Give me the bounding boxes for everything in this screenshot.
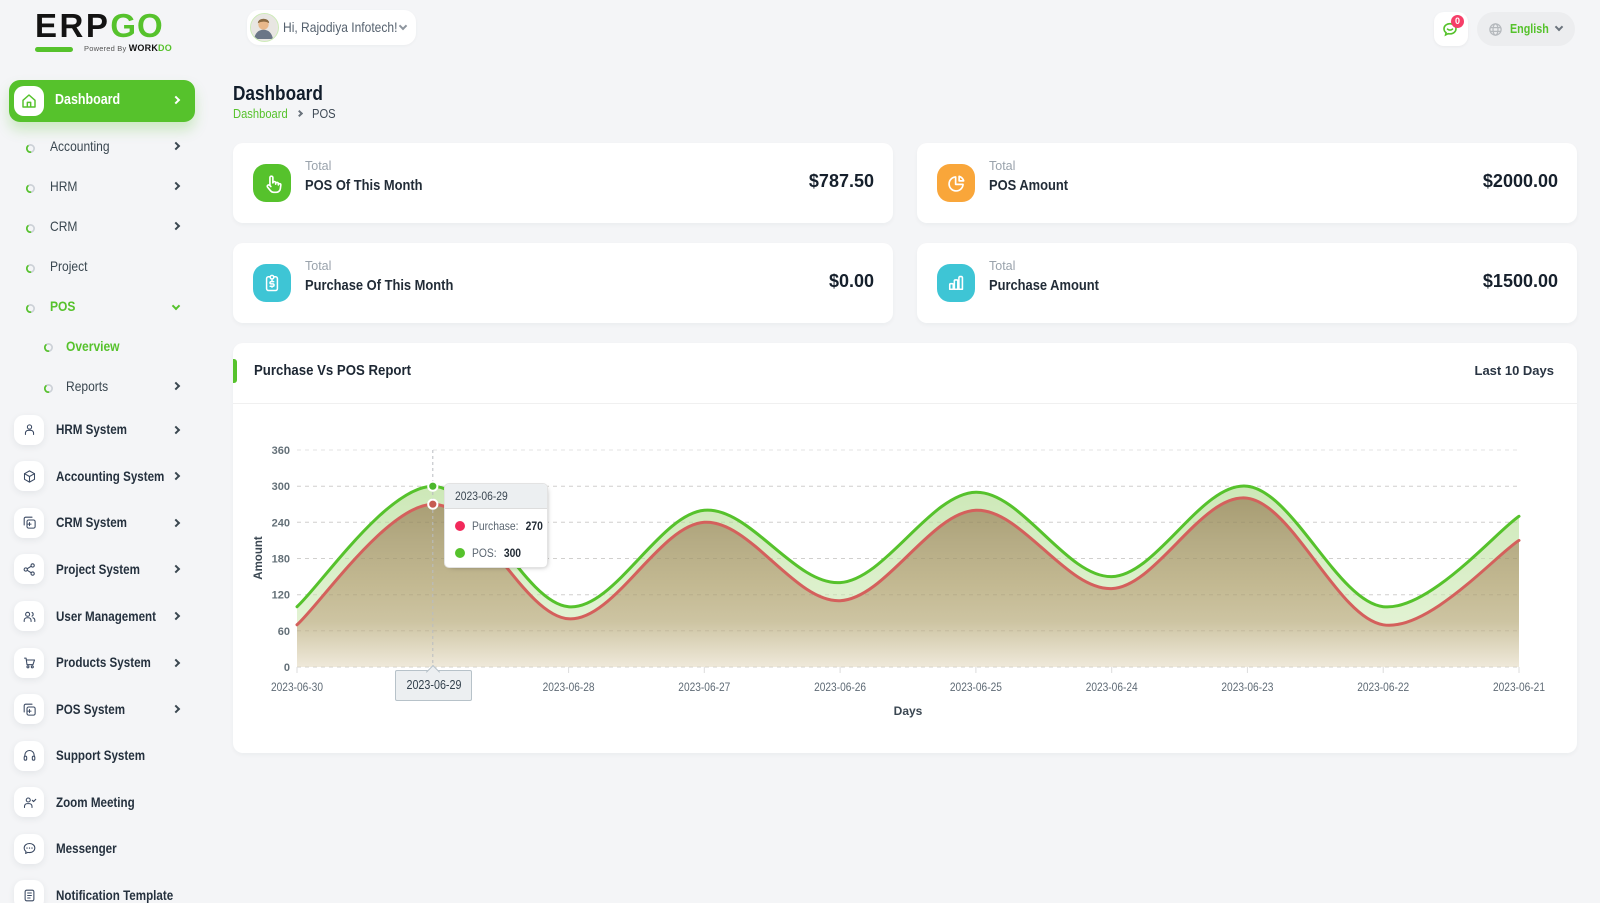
svg-text:2023-06-23: 2023-06-23 [1221,680,1273,694]
svg-text:2023-06-28: 2023-06-28 [543,680,595,694]
svg-text:240: 240 [272,517,290,529]
svg-text:Amount: Amount [253,536,265,580]
svg-text:2023-06-27: 2023-06-27 [678,680,730,694]
svg-text:180: 180 [272,554,290,566]
svg-text:2023-06-26: 2023-06-26 [814,680,866,694]
svg-text:60: 60 [278,626,290,638]
svg-text:300: 300 [272,481,290,493]
svg-text:2023-06-24: 2023-06-24 [1086,680,1138,694]
svg-text:360: 360 [272,445,290,457]
svg-text:Days: Days [894,704,923,718]
svg-text:2023-06-25: 2023-06-25 [950,680,1002,694]
svg-text:120: 120 [272,590,290,602]
svg-text:2023-06-30: 2023-06-30 [271,680,323,694]
svg-text:2023-06-21: 2023-06-21 [1493,680,1545,694]
svg-text:0: 0 [284,662,290,674]
svg-text:2023-06-22: 2023-06-22 [1357,680,1409,694]
